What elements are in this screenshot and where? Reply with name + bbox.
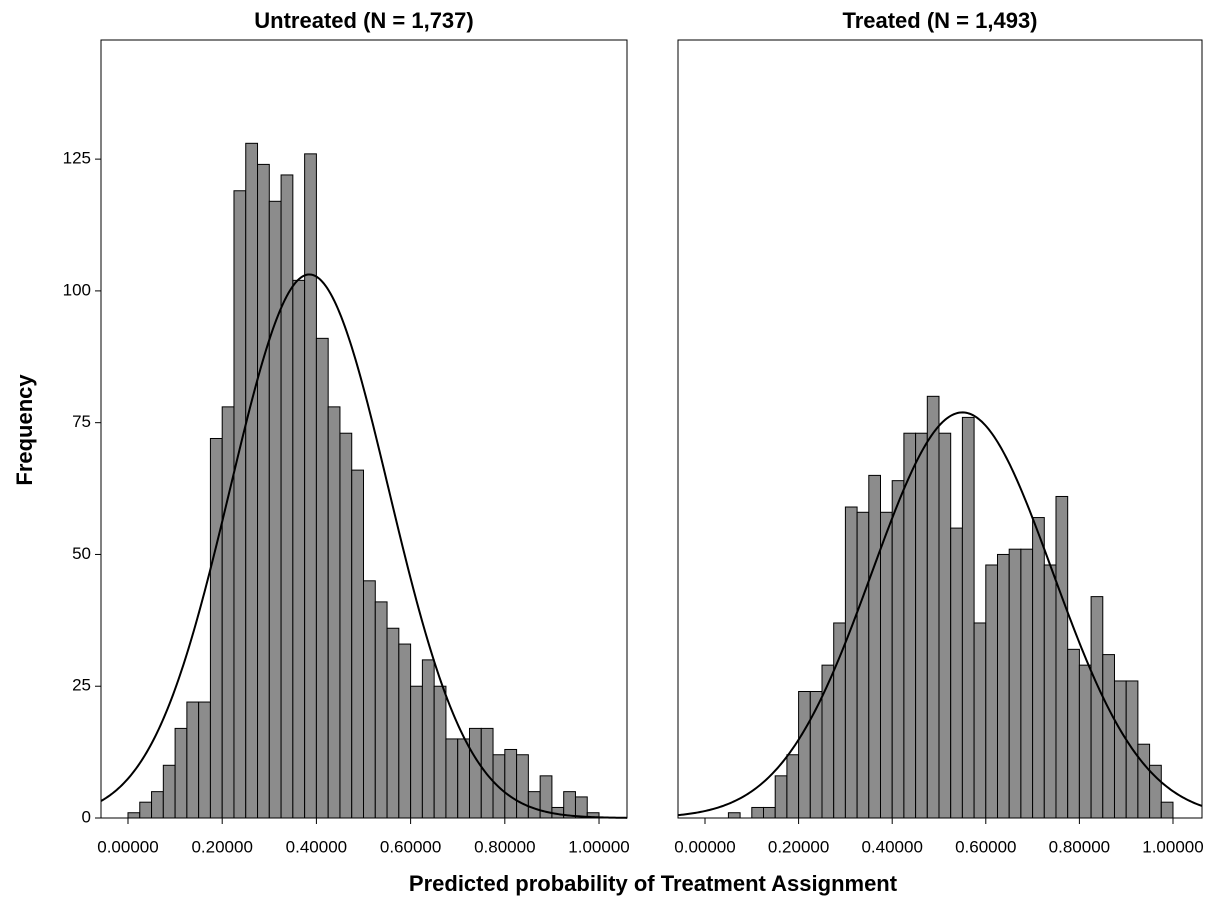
x-tick-label: 1.00000 <box>568 837 629 856</box>
bar <box>1090 596 1104 819</box>
bar <box>1102 654 1115 819</box>
x-tick-label: 0.60000 <box>955 837 1016 856</box>
bar <box>363 580 376 819</box>
bar <box>1067 648 1080 819</box>
y-tick-label: 125 <box>63 149 91 168</box>
bar <box>327 406 341 819</box>
x-tick-label: 0.60000 <box>380 837 441 856</box>
bar <box>139 801 153 819</box>
bar <box>386 627 400 819</box>
bar <box>973 622 987 819</box>
bar <box>1008 548 1022 819</box>
x-tick-label: 1.00000 <box>1142 837 1203 856</box>
normal-curve <box>100 273 628 819</box>
bar <box>315 337 329 819</box>
x-tick-label: 0.00000 <box>674 837 735 856</box>
bar <box>786 754 800 819</box>
bar <box>304 153 317 819</box>
bar <box>445 738 459 819</box>
bar <box>821 664 835 819</box>
y-tick-label: 75 <box>72 412 91 431</box>
bar <box>516 754 529 819</box>
bar <box>410 685 423 819</box>
x-axis-label: Predicted probability of Treatment Assig… <box>409 871 898 896</box>
bar <box>727 812 741 819</box>
x-tick-label: 0.80000 <box>1049 837 1110 856</box>
bar <box>1137 743 1151 819</box>
bar <box>868 474 881 819</box>
bar <box>186 701 200 819</box>
x-tick-label: 0.40000 <box>286 837 347 856</box>
x-tick-label: 0.80000 <box>474 837 535 856</box>
bar <box>162 764 176 819</box>
bar <box>1055 495 1069 819</box>
bar <box>903 432 917 819</box>
bar <box>398 643 412 819</box>
bar <box>339 432 353 819</box>
bar <box>774 775 788 819</box>
bar <box>1043 564 1057 819</box>
bar <box>1032 517 1045 819</box>
bar <box>233 190 247 819</box>
bar <box>245 142 259 819</box>
bar <box>351 469 365 819</box>
bar <box>127 812 141 819</box>
bar <box>763 806 776 819</box>
bar <box>950 527 963 819</box>
bar <box>915 432 928 819</box>
bar <box>221 406 235 819</box>
bar <box>468 727 482 819</box>
bar <box>938 432 952 819</box>
bar <box>844 506 858 819</box>
panel-title: Treated (N = 1,493) <box>842 8 1037 33</box>
bar <box>996 553 1010 819</box>
bar <box>374 601 388 819</box>
x-tick-label: 0.00000 <box>97 837 158 856</box>
bar <box>1020 548 1034 819</box>
y-tick-label: 100 <box>63 280 91 299</box>
x-tick-label: 0.40000 <box>861 837 922 856</box>
bar <box>174 727 188 819</box>
x-tick-label: 0.20000 <box>768 837 829 856</box>
y-tick-label: 25 <box>72 676 91 695</box>
bar <box>198 701 211 819</box>
bar <box>268 200 282 819</box>
bar <box>985 564 998 819</box>
bar <box>433 685 447 819</box>
bar <box>833 622 846 819</box>
bar <box>1113 680 1127 819</box>
y-tick-label: 0 <box>82 807 91 826</box>
bar <box>891 480 905 819</box>
y-axis-label: Frequency <box>12 374 37 486</box>
bar <box>539 775 553 819</box>
bar <box>751 806 765 819</box>
bar <box>257 163 270 819</box>
bar <box>292 279 306 819</box>
bar <box>504 748 518 819</box>
bar <box>527 791 541 819</box>
bar <box>1160 801 1174 819</box>
normal-curve <box>677 411 1203 817</box>
bar <box>798 690 811 819</box>
bar <box>961 416 975 819</box>
x-tick-label: 0.20000 <box>191 837 252 856</box>
bar <box>421 659 435 819</box>
bar <box>563 791 576 819</box>
bar <box>1078 664 1092 819</box>
panel-title: Untreated (N = 1,737) <box>254 8 473 33</box>
bar <box>280 174 294 819</box>
bar <box>209 437 223 819</box>
bar <box>574 796 588 819</box>
bar <box>457 738 470 819</box>
bar <box>1149 764 1162 819</box>
bar <box>926 395 940 819</box>
bar <box>856 511 870 819</box>
bar <box>879 511 893 819</box>
y-tick-label: 50 <box>72 544 91 563</box>
bar <box>151 791 164 819</box>
